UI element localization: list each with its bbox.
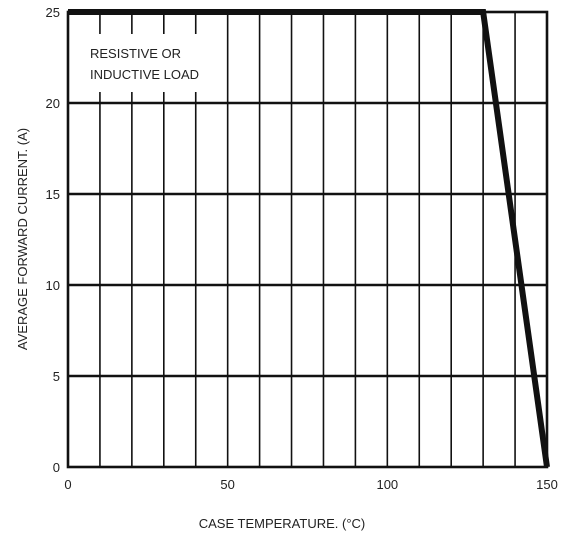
x-tick-label: 0 — [64, 477, 71, 492]
x-tick-label: 100 — [376, 477, 398, 492]
series-line — [68, 9, 550, 468]
y-tick-label: 15 — [46, 187, 60, 202]
y-tick-label: 10 — [46, 278, 60, 293]
y-tick-label: 20 — [46, 96, 60, 111]
annotation-line-2: INDUCTIVE LOAD — [90, 67, 199, 82]
x-axis-label: CASE TEMPERATURE. (°C) — [199, 516, 366, 531]
series-layer — [68, 9, 550, 468]
y-tick-label: 25 — [46, 5, 60, 20]
y-tick-label: 5 — [53, 369, 60, 384]
y-tick-label: 0 — [53, 460, 60, 475]
annotation-line-1: RESISTIVE OR — [90, 46, 181, 61]
y-tick-labels: 0 5 10 15 20 25 — [46, 5, 60, 475]
x-tick-label: 150 — [536, 477, 558, 492]
x-tick-label: 50 — [220, 477, 234, 492]
annotation-background — [80, 34, 218, 92]
y-axis-label: AVERAGE FORWARD CURRENT. (A) — [15, 128, 30, 350]
x-tick-labels: 0 50 100 150 — [64, 477, 557, 492]
